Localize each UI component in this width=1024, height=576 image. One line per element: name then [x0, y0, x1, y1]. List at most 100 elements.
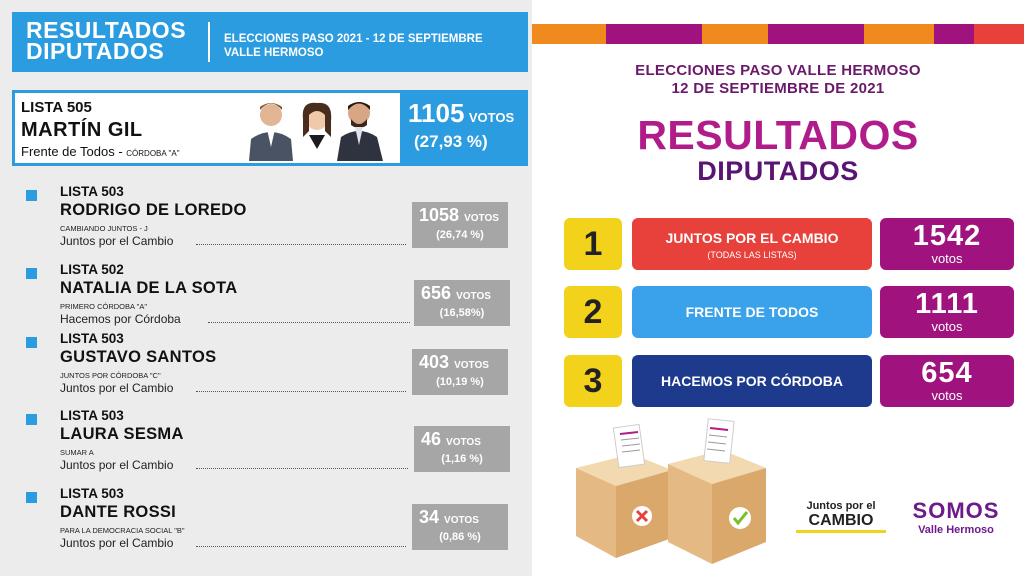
color-stripe — [934, 24, 974, 44]
candidate-party: Juntos por el Cambio — [60, 458, 174, 472]
somos-logo-line1: SOMOS — [912, 498, 1000, 523]
party-box: JUNTOS POR EL CAMBIO (TODAS LAS LISTAS) — [632, 218, 872, 270]
color-stripe — [864, 24, 934, 44]
right-big-subtitle: DIPUTADOS — [697, 156, 859, 186]
jpc-logo-line2: CAMBIO — [796, 512, 886, 533]
dotted-leader — [196, 244, 406, 245]
candidate-sub: JUNTOS POR CÓRDOBA "C" — [60, 371, 161, 380]
candidate-list: LISTA 503 — [60, 408, 124, 423]
candidate-sub: PARA LA DEMOCRACIA SOCIAL "B" — [60, 526, 185, 535]
party-sub: (TODAS LAS LISTAS) — [707, 250, 797, 260]
candidate-percent: (10,19 %) — [436, 376, 484, 388]
candidate-votes-box: 1058 VOTOS (26,74 %) — [412, 202, 508, 248]
right-panel: ELECCIONES PASO VALLE HERMOSO 12 DE SEPT… — [532, 0, 1024, 576]
jpc-logo-line1: Juntos por el — [806, 500, 876, 512]
left-header-subtitle: ELECCIONES PASO 2021 - 12 DE SEPTIEMBRE … — [224, 32, 483, 60]
featured-party-sub: CÓRDOBA "A" — [126, 149, 180, 158]
bullet-square — [26, 337, 37, 348]
rank-badge: 1 — [564, 218, 622, 270]
candidate-votes-box: 656 VOTOS (16,58%) — [414, 280, 510, 326]
candidate-party: Juntos por el Cambio — [60, 234, 174, 248]
juntos-por-el-cambio-logo: Juntos por el CAMBIO — [796, 500, 886, 533]
candidate-row: LISTA 503 LAURA SESMA SUMAR A Juntos por… — [20, 408, 520, 478]
subtitle-line-1: ELECCIONES PASO 2021 - 12 DE SEPTIEMBRE — [224, 33, 483, 45]
candidate-name: RODRIGO DE LOREDO — [60, 201, 247, 219]
right-title-line-2: 12 DE SEPTIEMBRE DE 2021 — [671, 80, 885, 97]
right-title-line-1: ELECCIONES PASO VALLE HERMOSO — [635, 62, 921, 79]
featured-votes-label: VOTOS — [468, 110, 515, 125]
dotted-leader — [196, 391, 406, 392]
candidate-party: Juntos por el Cambio — [60, 536, 174, 550]
candidate-row: LISTA 503 RODRIGO DE LOREDO CAMBIANDO JU… — [20, 184, 520, 254]
candidate-votes: 34 VOTOS — [419, 507, 479, 527]
rank-badge: 2 — [564, 286, 622, 338]
featured-name: MARTÍN GIL — [21, 119, 143, 141]
vote-box: 1542 votos — [880, 218, 1014, 270]
candidate-name: LAURA SESMA — [60, 425, 184, 443]
party-box: HACEMOS POR CÓRDOBA — [632, 355, 872, 407]
party-name: FRENTE DE TODOS — [685, 304, 819, 320]
color-stripe — [532, 24, 606, 44]
candidate-list: LISTA 502 — [60, 262, 124, 277]
vote-label: votos — [931, 319, 963, 334]
featured-candidate: LISTA 505 MARTÍN GIL Frente de Todos - C… — [12, 90, 528, 166]
left-header-title: RESULTADOS DIPUTADOS — [26, 17, 187, 64]
vote-box: 654 votos — [880, 355, 1014, 407]
candidate-name: DANTE ROSSI — [60, 503, 177, 521]
vote-box: 1111 votos — [880, 286, 1014, 338]
right-big-title: RESULTADOS — [637, 112, 919, 158]
party-name: HACEMOS POR CÓRDOBA — [660, 373, 843, 389]
bullet-square — [26, 190, 37, 201]
bullet-square — [26, 268, 37, 279]
candidate-sub: PRIMERO CÓRDOBA "A" — [60, 302, 148, 311]
candidate-votes-box: 403 VOTOS (10,19 %) — [412, 349, 508, 395]
featured-votes: 1105 VOTOS — [408, 98, 514, 129]
candidate-sub: CAMBIANDO JUNTOS - J — [60, 224, 148, 233]
color-stripe — [702, 24, 768, 44]
candidate-list: LISTA 503 — [60, 331, 124, 346]
candidate-percent: (16,58%) — [439, 307, 485, 319]
title-line-2: DIPUTADOS — [26, 38, 165, 64]
color-stripe — [974, 24, 1024, 44]
featured-percent: (27,93 %) — [414, 132, 488, 151]
somos-logo-line2: Valle Hermoso — [918, 524, 994, 536]
subtitle-line-2: VALLE HERMOSO — [224, 47, 324, 59]
color-stripe — [768, 24, 864, 44]
candidate-percent: (26,74 %) — [436, 229, 484, 241]
left-panel: RESULTADOS DIPUTADOS ELECCIONES PASO 202… — [0, 0, 532, 576]
candidate-votes-box: 46 VOTOS (1,16 %) — [414, 426, 510, 472]
dotted-leader — [196, 468, 408, 469]
dotted-leader — [208, 322, 410, 323]
somos-valle-hermoso-logo: SOMOS Valle Hermoso — [906, 498, 1006, 536]
featured-candidate-card: LISTA 505 MARTÍN GIL Frente de Todos - C… — [15, 93, 400, 163]
left-header: RESULTADOS DIPUTADOS ELECCIONES PASO 202… — [12, 12, 528, 72]
featured-party: Frente de Todos - CÓRDOBA "A" — [21, 144, 180, 159]
header-separator — [208, 22, 210, 62]
color-stripe — [606, 24, 702, 44]
vote-number: 1111 — [915, 288, 979, 320]
vote-number: 654 — [921, 357, 973, 389]
candidate-party: Hacemos por Córdoba — [60, 312, 181, 326]
dotted-leader — [196, 546, 406, 547]
candidate-votes: 1058 VOTOS — [419, 205, 499, 225]
candidate-percent: (0,86 %) — [439, 531, 481, 543]
ballot-boxes-illustration — [576, 418, 766, 564]
candidate-votes-box: 34 VOTOS (0,86 %) — [412, 504, 508, 550]
candidate-row: LISTA 503 DANTE ROSSI PARA LA DEMOCRACIA… — [20, 486, 520, 556]
vote-label: votos — [931, 251, 963, 266]
candidate-votes: 403 VOTOS — [419, 352, 489, 372]
candidate-row: LISTA 503 GUSTAVO SANTOS JUNTOS POR CÓRD… — [20, 331, 520, 401]
candidate-party: Juntos por el Cambio — [60, 381, 174, 395]
title-line-1: RESULTADOS — [26, 17, 187, 43]
vote-label: votos — [931, 388, 963, 403]
candidate-name: NATALIA DE LA SOTA — [60, 279, 238, 297]
featured-votes-number: 1105 — [408, 98, 465, 128]
party-box: FRENTE DE TODOS — [632, 286, 872, 338]
featured-list: LISTA 505 — [21, 99, 92, 116]
rank-badge: 3 — [564, 355, 622, 407]
party-name: JUNTOS POR EL CAMBIO — [665, 230, 839, 246]
candidate-list: LISTA 503 — [60, 184, 124, 199]
candidate-name: GUSTAVO SANTOS — [60, 348, 217, 366]
candidate-list: LISTA 503 — [60, 486, 124, 501]
candidate-sub: SUMAR A — [60, 448, 94, 457]
